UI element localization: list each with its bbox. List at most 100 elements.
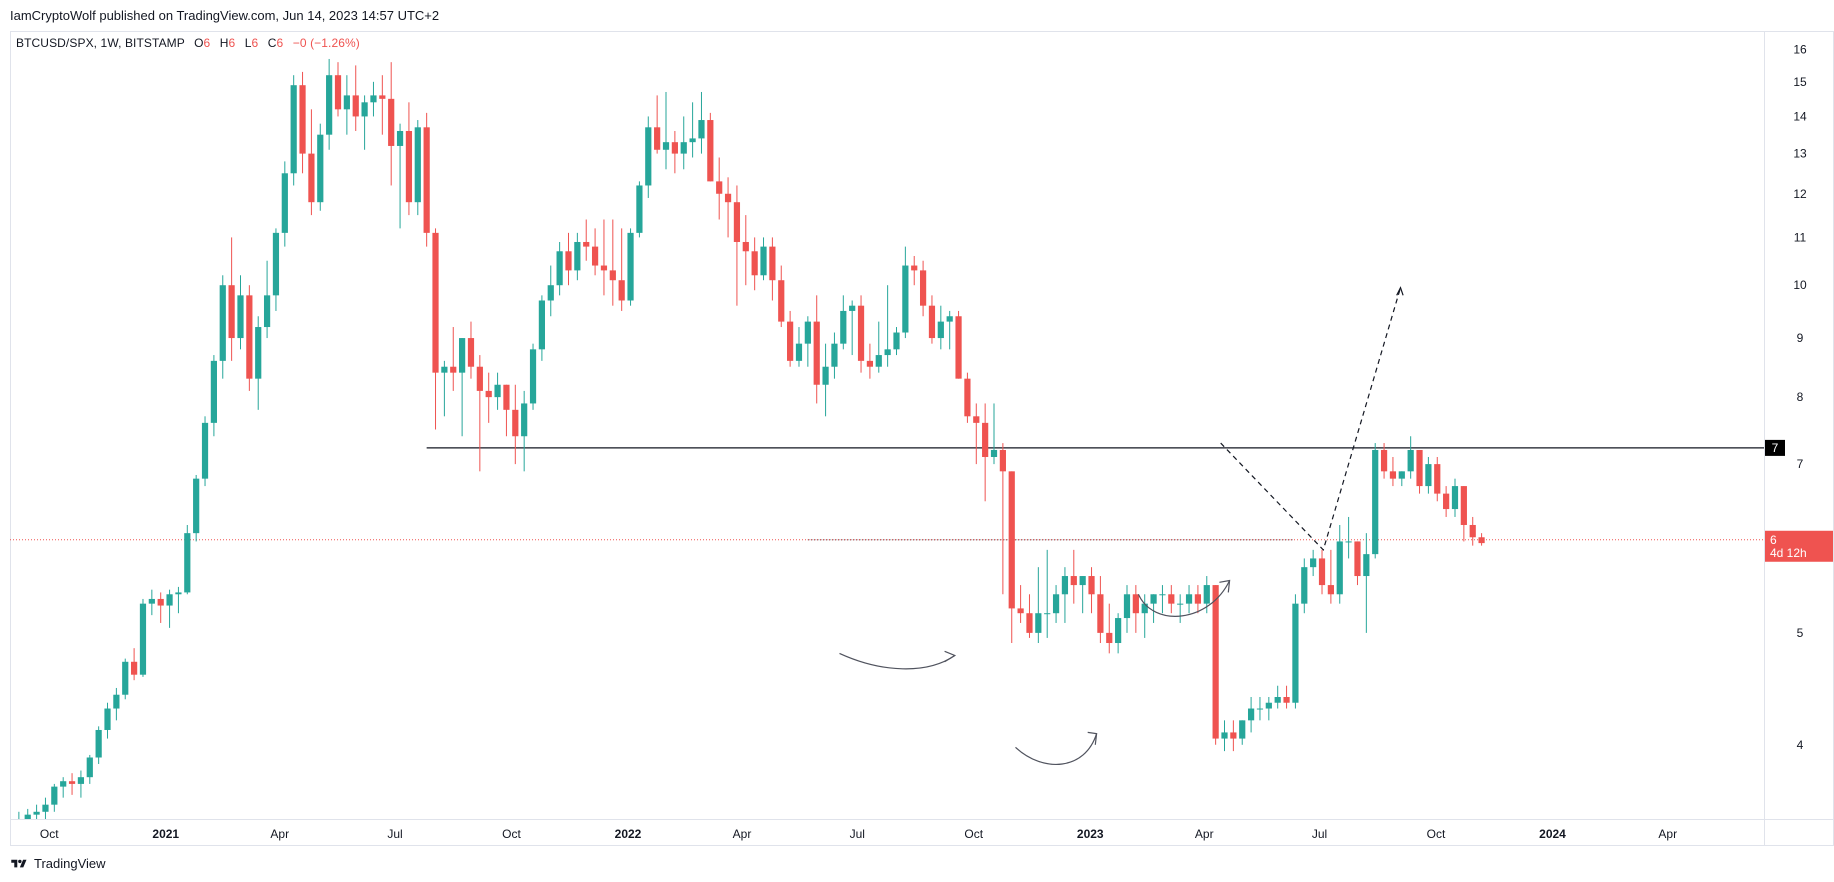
candle-body [122, 661, 129, 695]
y-tick-label: 12 [1793, 187, 1807, 201]
candle-body [529, 349, 537, 404]
candle-body [175, 592, 182, 595]
candle-body [724, 193, 732, 203]
price-badge-resistance-label: 7 [1772, 441, 1779, 455]
candle-body [51, 786, 58, 805]
candle-body [1265, 702, 1272, 709]
candle-body [609, 270, 616, 281]
candle-body [263, 295, 271, 328]
candle-body [201, 422, 209, 479]
candle-body [1434, 464, 1441, 494]
price-badge-current-label: 6 [1770, 533, 1777, 547]
candle-body [751, 251, 758, 276]
candle-body [1425, 464, 1432, 487]
candle-body [1106, 632, 1113, 644]
candle-body [538, 300, 546, 350]
legend-open-label: O [194, 36, 204, 50]
candle-body [228, 285, 235, 339]
candle-body [1310, 558, 1317, 568]
candle-body [1274, 697, 1281, 703]
x-tick-label: Oct [502, 827, 521, 841]
tradingview-brand-text: TradingView [34, 856, 106, 871]
candle-body [95, 729, 102, 758]
candle-body [334, 75, 342, 110]
candle-body [982, 422, 989, 457]
arc-arrowhead-2 [1087, 731, 1098, 745]
candle-body [822, 366, 829, 385]
candle-body [1372, 449, 1379, 555]
x-tick-label: Apr [1658, 827, 1677, 841]
y-tick-label: 11 [1794, 230, 1807, 244]
candle-body [1044, 613, 1051, 615]
candle-body [157, 598, 164, 606]
candle-body [1469, 524, 1476, 538]
candle-body [281, 173, 288, 233]
candle-body [1026, 613, 1033, 633]
candlestick-chart[interactable]: 4 5 6 7 8 9 10 11 12 13 14 15 16 Oct 2021 Apr Jul Oct 2022… [10, 31, 1834, 846]
x-tick-label: Apr [1195, 827, 1214, 841]
candle-body [1185, 594, 1193, 604]
candle-body [707, 120, 714, 182]
price-badge-countdown: 4d 12h [1770, 546, 1807, 560]
legend-high-value: 6 [228, 36, 236, 50]
candle-body [1070, 576, 1077, 586]
candle-body [875, 355, 882, 367]
candle-body [1177, 603, 1184, 605]
candle-body [467, 338, 475, 367]
y-tick-label: 10 [1793, 278, 1807, 292]
candle-body [760, 246, 767, 276]
candle-body [1150, 594, 1157, 604]
x-tick-label: Jul [850, 827, 865, 841]
candle-body [1017, 608, 1024, 614]
candle-body [308, 153, 315, 203]
arc-arrowhead-1 [944, 650, 957, 663]
candle-body [1363, 554, 1370, 577]
candle-body [494, 384, 501, 398]
candle-body [361, 102, 368, 117]
x-tick-label: 2022 [615, 827, 642, 841]
candle-body [33, 811, 40, 815]
candle-body [1141, 603, 1148, 614]
candle-body [210, 360, 217, 423]
candle-body [1159, 594, 1166, 596]
candle-body [139, 603, 147, 675]
x-tick-label: 2024 [1539, 827, 1566, 841]
candle-body [246, 295, 253, 379]
candle-body [441, 366, 448, 373]
projection-path [1220, 287, 1402, 552]
candle-body [42, 804, 49, 812]
candle-body [1097, 594, 1104, 633]
candle-body [423, 127, 430, 233]
candle-body [946, 316, 953, 322]
candle-body [521, 403, 528, 437]
arc-arrow-2 [1015, 733, 1098, 765]
candle-body [795, 343, 803, 361]
candle-body [662, 142, 670, 150]
candle-body [654, 127, 661, 150]
candle-body [1168, 594, 1175, 604]
projection-arrowhead [1396, 286, 1404, 296]
candle-body [184, 533, 191, 593]
candle-body [636, 185, 643, 233]
candle-body [1354, 541, 1361, 577]
candle-body [255, 327, 262, 379]
candle-body [565, 251, 572, 271]
chart-frame[interactable]: 4 5 6 7 8 9 10 11 12 13 14 15 16 Oct 2021 Apr Jul Oct 2022… [10, 31, 1834, 846]
x-tick-label: Apr [733, 827, 752, 841]
candle-body [485, 390, 492, 398]
x-tick-label: 2023 [1077, 827, 1104, 841]
arc-arrow-1 [839, 652, 956, 670]
candle-body [379, 95, 386, 99]
candle-body [742, 241, 749, 252]
candle-body [219, 285, 226, 361]
candle-body [574, 241, 581, 271]
candle-body [955, 316, 962, 379]
candle-body [1460, 486, 1467, 525]
candle-body [503, 384, 510, 410]
x-tick-label: Oct [40, 827, 59, 841]
candle-body [787, 321, 794, 361]
publication-header: IamCryptoWolf published on TradingView.c… [10, 8, 440, 23]
tradingview-footer[interactable]: TradingView [10, 856, 106, 871]
candle-body [131, 661, 138, 675]
candle-body [326, 75, 333, 135]
